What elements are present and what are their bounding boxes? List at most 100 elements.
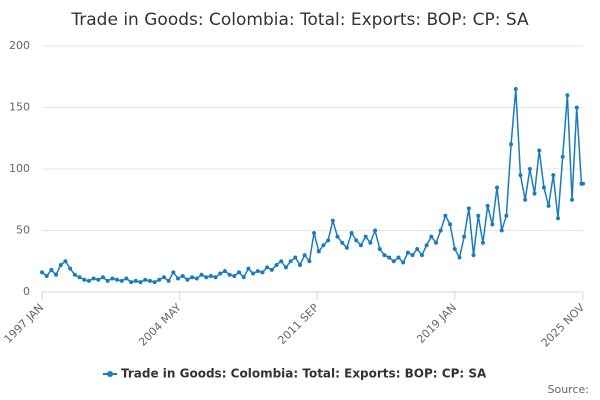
point — [326, 238, 331, 243]
point — [91, 276, 96, 281]
point — [555, 216, 560, 221]
point — [133, 278, 138, 283]
point — [161, 275, 166, 280]
point — [283, 265, 288, 270]
point — [335, 234, 340, 239]
point — [349, 230, 354, 235]
point — [246, 266, 251, 271]
point — [72, 272, 77, 277]
point — [213, 275, 218, 280]
point — [316, 249, 321, 254]
point — [100, 275, 105, 280]
point — [49, 267, 54, 272]
point — [509, 142, 514, 147]
point — [307, 259, 312, 264]
point — [40, 270, 44, 275]
point — [377, 246, 382, 251]
point — [419, 253, 424, 258]
point — [129, 280, 134, 285]
point — [523, 197, 528, 202]
point — [68, 266, 73, 271]
point — [462, 234, 467, 239]
point — [476, 213, 481, 218]
point — [527, 167, 532, 171]
point — [297, 262, 302, 267]
point — [124, 276, 129, 281]
point — [368, 240, 373, 245]
point — [405, 250, 410, 255]
point — [218, 271, 223, 276]
x-tick-label: 2011 SEP — [275, 301, 321, 347]
point — [222, 269, 227, 274]
point — [429, 234, 434, 239]
point — [513, 87, 518, 92]
point — [443, 213, 448, 218]
point — [354, 238, 359, 243]
point — [401, 260, 406, 265]
point — [457, 255, 462, 260]
point — [265, 265, 270, 270]
point — [96, 277, 101, 282]
point — [480, 240, 485, 245]
point — [490, 222, 495, 227]
x-tick-label: 2004 MAY — [136, 301, 184, 349]
point — [518, 173, 523, 178]
point — [82, 277, 87, 282]
point — [44, 274, 49, 279]
point — [115, 277, 120, 282]
point — [147, 278, 152, 283]
point — [532, 191, 537, 196]
point — [438, 228, 443, 233]
point — [176, 276, 181, 281]
point — [358, 243, 363, 248]
point — [105, 278, 110, 283]
y-tick-label: 50 — [16, 224, 30, 237]
point — [541, 185, 546, 190]
point — [499, 228, 504, 233]
y-tick-label: 200 — [9, 39, 30, 52]
point — [312, 230, 317, 235]
point — [424, 243, 429, 248]
point — [110, 276, 115, 281]
point — [293, 255, 298, 260]
point — [452, 246, 457, 251]
point — [570, 197, 575, 202]
point — [471, 253, 476, 258]
point — [157, 277, 162, 282]
point — [138, 280, 143, 285]
x-tick-label: 1997 JAN — [1, 301, 46, 346]
point — [269, 267, 274, 272]
point — [330, 218, 335, 223]
point — [180, 274, 185, 279]
point — [232, 274, 237, 279]
point — [546, 203, 551, 208]
point — [448, 222, 453, 227]
point — [382, 253, 387, 258]
point — [166, 278, 171, 283]
point — [466, 206, 471, 211]
point — [208, 274, 213, 279]
point — [227, 272, 232, 277]
point — [551, 173, 556, 178]
point — [279, 259, 284, 264]
point — [260, 270, 265, 275]
series-line — [41, 88, 583, 283]
point — [194, 276, 199, 281]
y-tick-label: 150 — [9, 101, 30, 114]
point — [302, 253, 307, 258]
point — [434, 240, 439, 245]
point — [143, 277, 148, 282]
point — [321, 243, 326, 248]
point — [340, 240, 345, 245]
source: Source: — [548, 383, 590, 396]
point — [537, 148, 542, 153]
y-tick-label: 100 — [9, 162, 30, 175]
point — [495, 185, 500, 190]
point — [86, 278, 91, 283]
point — [54, 272, 59, 277]
point — [415, 246, 420, 251]
point — [373, 228, 378, 233]
point — [396, 255, 401, 260]
chart-title: Trade in Goods: Colombia: Total: Exports… — [70, 10, 529, 30]
